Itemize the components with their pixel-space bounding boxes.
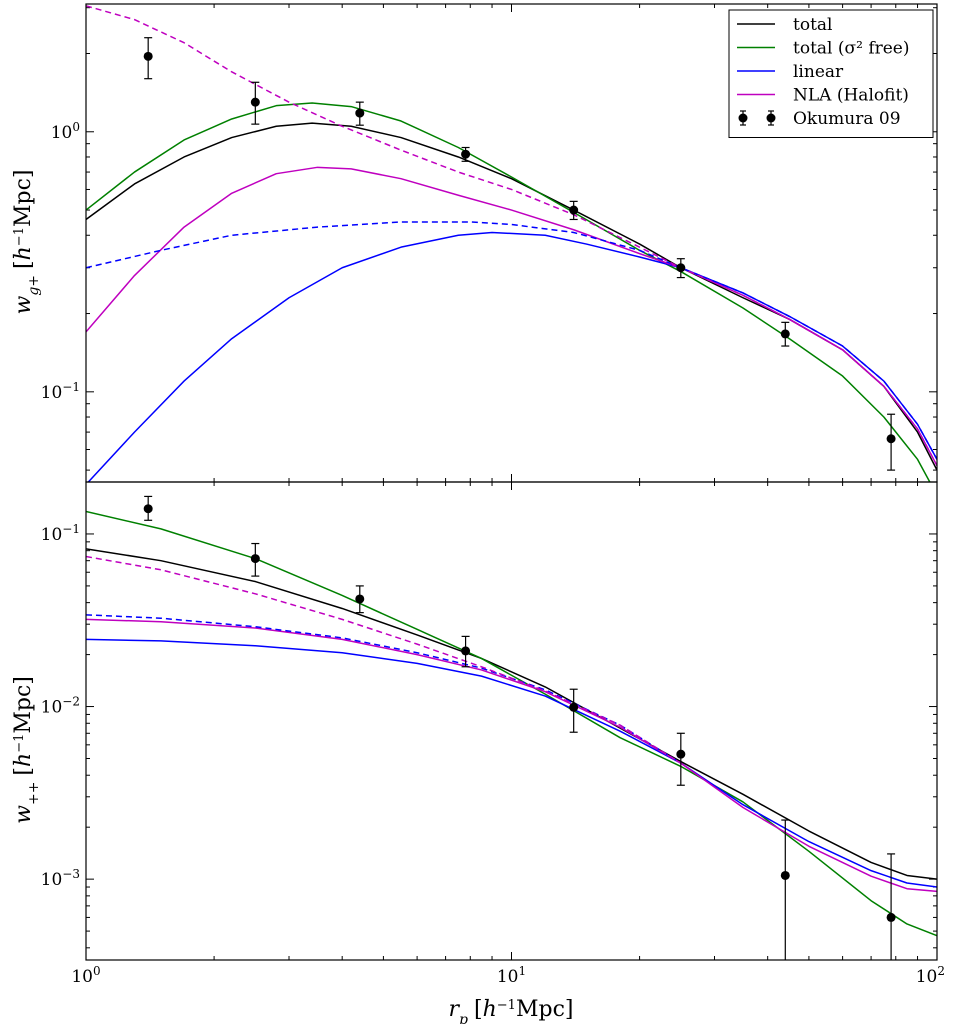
data-point (250, 81, 260, 125)
legend-entry: NLA (Halofit) (737, 86, 909, 106)
x-tick-label: 102 (916, 964, 945, 987)
data-point (780, 819, 790, 960)
data-point (886, 413, 896, 471)
data-point (676, 258, 686, 279)
data-point (143, 37, 153, 80)
legend-label: total (793, 15, 832, 35)
series-line-nla-halofit-dashed (86, 555, 682, 764)
series-line-linear (86, 638, 937, 888)
x-tick-label: 101 (497, 964, 526, 987)
axes-frame-bottom (85, 481, 938, 961)
legend-label: total (σ² free) (793, 39, 910, 59)
data-point (569, 688, 579, 733)
series-line-linear-dashed (86, 614, 682, 764)
y-tick-label: 100 (51, 120, 80, 143)
data-point (461, 146, 471, 162)
bottom-panel: 10−3 10−2 10−1 100 101 102 (41, 481, 945, 987)
data-point (676, 732, 686, 786)
top-panel: 10−1 100 (41, 3, 938, 483)
data-point (780, 321, 790, 347)
y-tick-label: 10−1 (41, 522, 80, 545)
series-line-total (86, 548, 937, 880)
series-line-linear (87, 231, 937, 482)
legend-entry: total (737, 15, 832, 35)
legend-label: linear (793, 62, 844, 82)
series-line-linear-dashed (86, 221, 937, 460)
legend-entry: linear (737, 62, 844, 82)
top-ylabel: wg+[h−1Mpc] (11, 170, 42, 315)
data-point (461, 635, 471, 668)
data-point (250, 542, 260, 577)
series-line-total (86, 122, 937, 471)
series-line-nla-halofit (86, 166, 937, 467)
legend-label: Okumura 09 (793, 109, 901, 129)
xlabel: rp [h−1Mpc] (449, 997, 574, 1024)
series-line-nla-halofit-dashed (86, 5, 937, 467)
data-point (143, 495, 153, 521)
data-point (569, 200, 579, 221)
series-line-nla-halofit (86, 618, 937, 893)
data-point (886, 853, 896, 960)
series-line-total-free (86, 102, 931, 482)
y-tick-label: 10−3 (41, 867, 80, 890)
y-tick-label: 10−1 (41, 380, 80, 403)
data-point (355, 585, 365, 614)
legend-entry: Okumura 09 (738, 109, 901, 129)
bottom-ylabel: w++[h−1Mpc] (11, 676, 42, 824)
y-tick-label: 10−2 (41, 695, 80, 718)
legend-entry: total (σ² free) (737, 39, 910, 59)
data-point (355, 101, 365, 126)
legend-label: NLA (Halofit) (793, 86, 909, 106)
legend: total total (σ² free) linear NLA (Halofit) O… (728, 9, 934, 138)
series-line-total-free (86, 510, 937, 937)
x-tick-label: 100 (71, 964, 100, 987)
